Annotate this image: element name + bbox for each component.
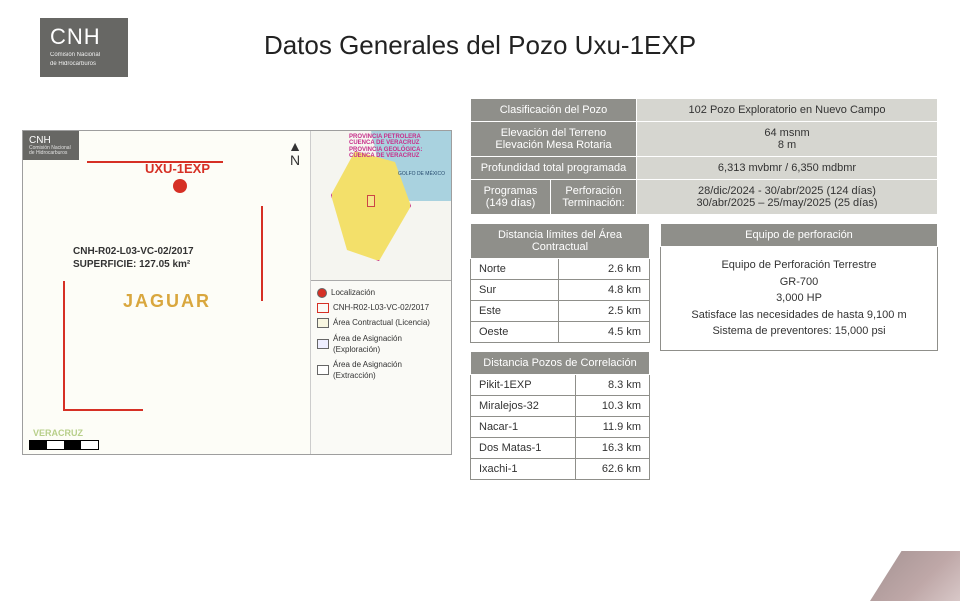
contract-id: CNH-R02-L03-VC-02/2017 (73, 246, 194, 257)
well-info-table: Clasificación del Pozo 102 Pozo Explorat… (470, 98, 938, 215)
table-row: Norte2.6 km (471, 259, 650, 280)
row-header: Clasificación del Pozo (471, 99, 637, 122)
gulf-label: GOLFO DE MÉXICO (398, 171, 445, 177)
map-legend: Localización CNH-R02-L03-VC-02/2017 Área… (311, 281, 451, 454)
contract-polygon (63, 161, 263, 411)
map-panel: CNH Comisión Nacional de Hidrocarburos ▲… (22, 130, 452, 455)
table-row: Miralejos-3210.3 km (471, 396, 650, 417)
surface-area: SUPERFICIE: 127.05 km² (73, 259, 190, 270)
data-panel: Clasificación del Pozo 102 Pozo Explorat… (470, 98, 938, 480)
row-header: Elevación del Terreno Elevación Mesa Rot… (471, 122, 637, 157)
locator-marker (367, 195, 375, 207)
table-title: Distancia Pozos de Correlación (471, 352, 650, 375)
map-side: PROVINCIA PETROLERACUENCA DE VERACRUZ PR… (311, 131, 451, 454)
compass-icon: ▲N (288, 139, 302, 167)
equipment-body: Equipo de Perforación Terrestre GR-700 3… (661, 247, 938, 351)
map-logo: CNH Comisión Nacional de Hidrocarburos (23, 131, 79, 160)
equipment-table: Equipo de perforación Equipo de Perforac… (660, 223, 938, 351)
table-title: Equipo de perforación (661, 224, 938, 247)
well-marker-icon (173, 179, 187, 193)
logo-sub2: de Hidrocarburos (50, 61, 118, 68)
row-value: 64 msnm 8 m (637, 122, 938, 157)
table-row: Sur4.8 km (471, 280, 650, 301)
table-row: Dos Matas-116.3 km (471, 438, 650, 459)
prog-subheader: PerforaciónTerminación: (551, 180, 637, 215)
table-title: Distancia límites del Área Contractual (471, 224, 650, 259)
mini-title: PROVINCIA PETROLERACUENCA DE VERACRUZ PR… (349, 134, 422, 159)
table-row: Oeste4.5 km (471, 322, 650, 343)
table-row: Ixachi-162.6 km (471, 459, 650, 480)
row-value: 102 Pozo Exploratorio en Nuevo Campo (637, 99, 938, 122)
page-title: Datos Generales del Pozo Uxu-1EXP (0, 30, 960, 61)
scalebar-icon (29, 440, 99, 450)
prog-header: Programas (149 días) (471, 180, 551, 215)
operator-brand: JAGUAR (123, 291, 211, 312)
state-label: VERACRUZ (33, 428, 83, 438)
dist-area-table: Distancia límites del Área Contractual N… (470, 223, 650, 343)
row-header: Profundidad total programada (471, 157, 637, 180)
table-row: Este2.5 km (471, 301, 650, 322)
map-main: CNH Comisión Nacional de Hidrocarburos ▲… (23, 131, 311, 454)
dist-corr-table: Distancia Pozos de Correlación Pikit-1EX… (470, 351, 650, 480)
prog-values: 28/dic/2024 - 30/abr/2025 (124 días)30/a… (637, 180, 938, 215)
corner-decoration (870, 551, 960, 601)
table-row: Nacar-111.9 km (471, 417, 650, 438)
table-row: Pikit-1EXP8.3 km (471, 375, 650, 396)
row-value: 6,313 mvbmr / 6,350 mdbmr (637, 157, 938, 180)
well-label: UXU-1EXP (145, 161, 210, 176)
locator-map: PROVINCIA PETROLERACUENCA DE VERACRUZ PR… (311, 131, 451, 281)
